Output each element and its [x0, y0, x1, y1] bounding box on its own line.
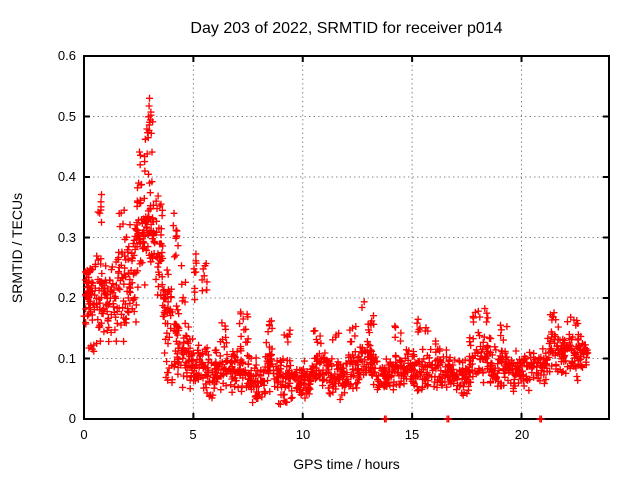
scatter-points: [80, 94, 592, 423]
y-tick-label: 0.3: [57, 230, 76, 245]
y-tick-label: 0.2: [57, 290, 76, 305]
x-tick-label: 20: [514, 427, 530, 442]
y-tick-label: 0.5: [57, 109, 76, 124]
x-tick-label: 10: [295, 427, 311, 442]
y-tick-label: 0: [68, 411, 76, 426]
x-tick-label: 5: [189, 427, 197, 442]
axis-ticks: [83, 55, 609, 420]
x-tick-label: 15: [404, 427, 420, 442]
y-tick-label: 0.1: [57, 351, 76, 366]
chart-title: Day 203 of 2022, SRMTID for receiver p01…: [84, 20, 609, 38]
y-tick-label: 0.4: [57, 169, 76, 184]
x-axis-label: GPS time / hours: [293, 456, 400, 472]
grid-lines: [84, 56, 609, 419]
y-tick-label: 0.6: [57, 48, 76, 63]
chart-title-text: Day 203 of 2022, SRMTID for receiver p01…: [190, 20, 503, 37]
x-tick-label: 0: [80, 427, 88, 442]
